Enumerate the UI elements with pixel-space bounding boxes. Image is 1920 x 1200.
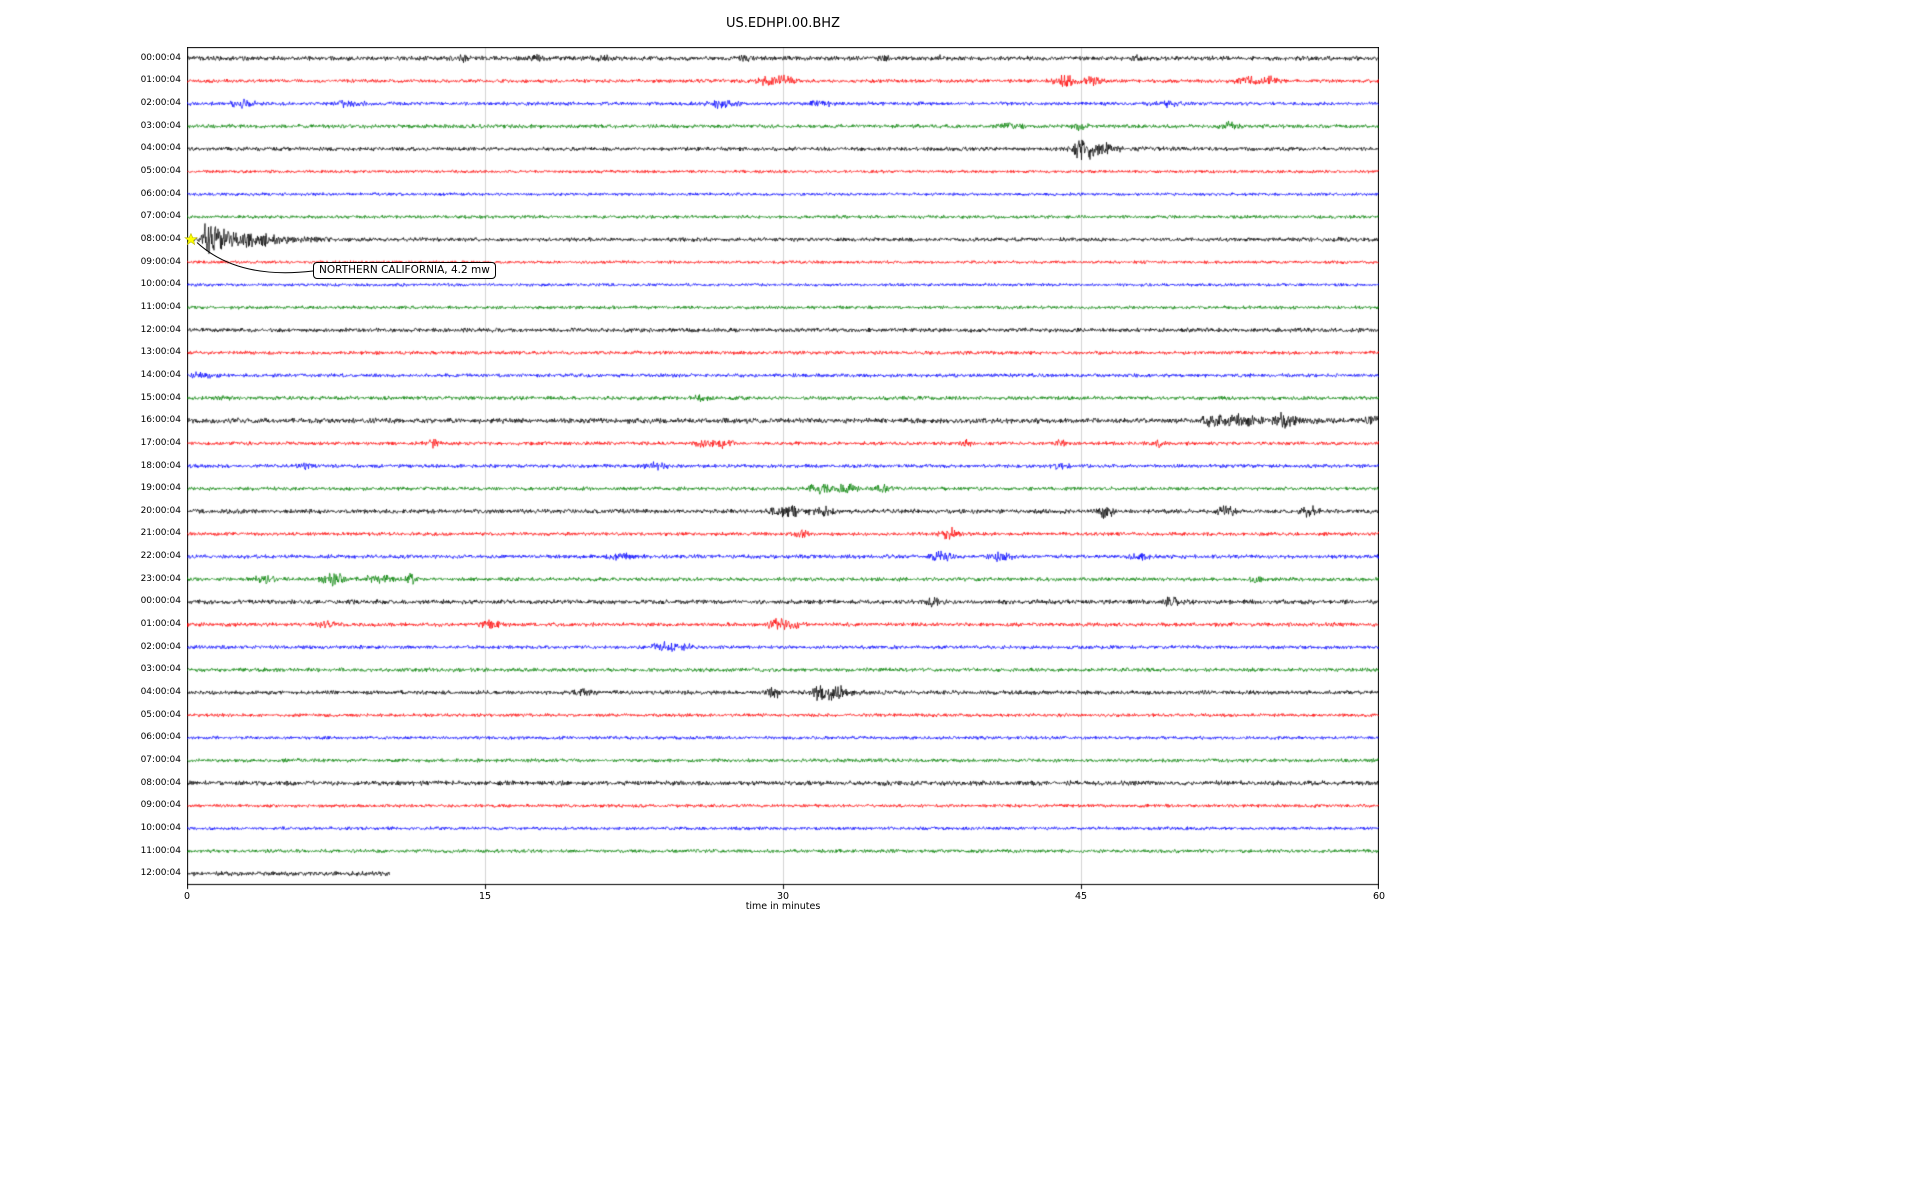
row-label: 21:00:04: [140, 528, 181, 539]
row-label: 08:00:04: [140, 234, 181, 244]
row-label: 00:00:04: [140, 52, 181, 63]
event-annotation: NORTHERN CALIFORNIA, 4.2 mw: [313, 262, 496, 279]
row-label: 14:00:04: [140, 369, 181, 380]
row-label: 07:00:04: [140, 754, 181, 765]
row-label: 02:00:04: [140, 98, 181, 109]
row-label: 23:00:04: [140, 573, 181, 584]
row-label: 10:00:04: [140, 822, 181, 833]
row-label: 19:00:04: [140, 483, 181, 494]
row-label: 08:00:04: [140, 777, 181, 788]
row-label: 09:00:04: [140, 256, 181, 267]
row-label: 01:00:04: [140, 75, 181, 86]
row-label: 12:00:04: [140, 324, 181, 335]
row-label: 11:00:04: [140, 845, 181, 856]
row-label: 22:00:04: [140, 551, 181, 562]
row-label: 06:00:04: [140, 732, 181, 743]
x-axis-title: time in minutes: [745, 901, 821, 912]
row-label: 10:00:04: [140, 279, 181, 290]
row-label: 03:00:04: [140, 664, 181, 675]
seismogram-canvas: [187, 47, 1379, 897]
row-label: 04:00:04: [140, 686, 181, 697]
row-label: 05:00:04: [140, 709, 181, 720]
row-label: 09:00:04: [140, 800, 181, 811]
row-label: 00:00:04: [140, 596, 181, 607]
row-label: 18:00:04: [140, 460, 181, 471]
row-label: 05:00:04: [140, 166, 181, 177]
row-label: 06:00:04: [140, 188, 181, 199]
row-label: 03:00:04: [140, 120, 181, 131]
row-label: 20:00:04: [140, 505, 181, 516]
row-label: 02:00:04: [140, 641, 181, 652]
row-label: 11:00:04: [140, 301, 181, 312]
row-label: 16:00:04: [140, 415, 181, 426]
row-label: 13:00:04: [140, 347, 181, 358]
row-label: 12:00:04: [140, 868, 181, 879]
row-label: 17:00:04: [140, 437, 181, 448]
row-label: 07:00:04: [140, 211, 181, 222]
page-title: US.EDHPI.00.BHZ: [726, 16, 840, 31]
row-label: 15:00:04: [140, 392, 181, 403]
row-label: 01:00:04: [140, 619, 181, 630]
row-label: 04:00:04: [140, 143, 181, 154]
